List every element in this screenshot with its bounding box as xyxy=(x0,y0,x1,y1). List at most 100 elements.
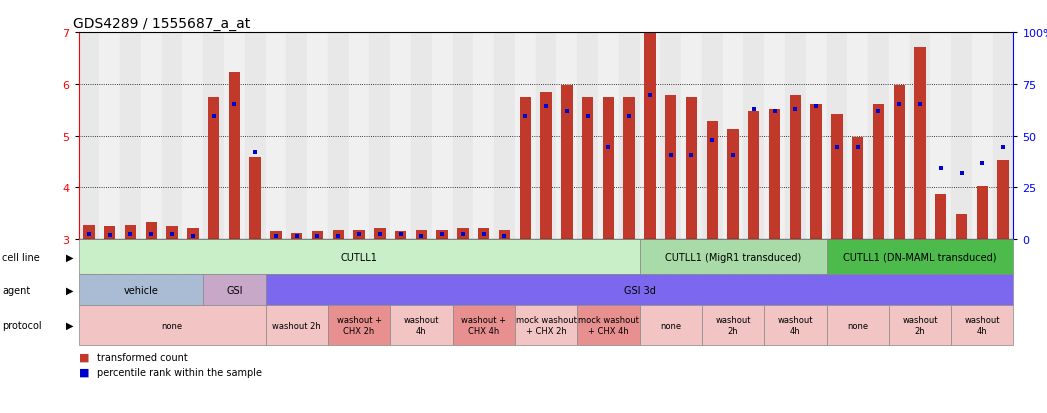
Text: none: none xyxy=(847,321,868,330)
Bar xyxy=(270,232,282,240)
Bar xyxy=(665,96,676,240)
Text: none: none xyxy=(161,321,182,330)
Bar xyxy=(411,33,431,240)
Text: mock washout
+ CHX 4h: mock washout + CHX 4h xyxy=(578,316,639,335)
Bar xyxy=(333,230,344,240)
Bar xyxy=(707,122,718,240)
Bar xyxy=(935,194,946,240)
Bar xyxy=(104,227,115,240)
Bar xyxy=(748,112,759,240)
Bar xyxy=(478,228,489,240)
Bar xyxy=(701,33,722,240)
Bar xyxy=(728,130,739,240)
Bar xyxy=(603,97,614,240)
Text: CUTLL1 (MigR1 transduced): CUTLL1 (MigR1 transduced) xyxy=(665,252,801,262)
Bar xyxy=(764,33,785,240)
Bar xyxy=(120,33,141,240)
Text: washout
4h: washout 4h xyxy=(403,316,439,335)
Bar xyxy=(661,33,681,240)
Bar xyxy=(307,33,328,240)
Text: washout 2h: washout 2h xyxy=(272,321,321,330)
Bar xyxy=(83,225,94,240)
Bar xyxy=(931,33,951,240)
Text: percentile rank within the sample: percentile rank within the sample xyxy=(97,367,263,377)
Text: ▶: ▶ xyxy=(66,252,73,262)
Bar xyxy=(868,33,889,240)
Text: agent: agent xyxy=(2,285,30,295)
Bar xyxy=(956,215,967,240)
Bar xyxy=(494,33,515,240)
Bar xyxy=(847,33,868,240)
Bar xyxy=(831,114,843,240)
Text: ■: ■ xyxy=(79,352,89,362)
Bar xyxy=(458,228,469,240)
Bar xyxy=(889,33,910,240)
Bar xyxy=(452,33,473,240)
Text: CUTLL1: CUTLL1 xyxy=(340,252,378,262)
Bar xyxy=(972,33,993,240)
Bar xyxy=(473,33,494,240)
Bar xyxy=(577,33,598,240)
Bar xyxy=(370,33,391,240)
Bar xyxy=(561,86,573,240)
Text: cell line: cell line xyxy=(2,252,40,262)
Bar xyxy=(977,187,988,240)
Bar xyxy=(785,33,806,240)
Bar xyxy=(556,33,577,240)
Bar xyxy=(125,225,136,240)
Bar xyxy=(286,33,307,240)
Text: washout
2h: washout 2h xyxy=(903,316,938,335)
Bar xyxy=(873,104,884,240)
Bar xyxy=(644,33,655,240)
Bar xyxy=(686,97,697,240)
Bar xyxy=(431,33,452,240)
Bar xyxy=(374,228,385,240)
Text: washout
4h: washout 4h xyxy=(778,316,814,335)
Text: vehicle: vehicle xyxy=(124,285,158,295)
Text: GDS4289 / 1555687_a_at: GDS4289 / 1555687_a_at xyxy=(73,17,250,31)
Bar xyxy=(951,33,972,240)
Bar xyxy=(182,33,203,240)
Bar xyxy=(312,232,324,240)
Bar xyxy=(224,33,245,240)
Bar xyxy=(914,47,926,240)
Text: washout +
CHX 4h: washout + CHX 4h xyxy=(461,316,506,335)
Text: GSI 3d: GSI 3d xyxy=(624,285,655,295)
Bar xyxy=(291,233,303,240)
Text: ▶: ▶ xyxy=(66,285,73,295)
Text: GSI: GSI xyxy=(226,285,243,295)
Bar xyxy=(536,33,556,240)
Bar xyxy=(187,228,199,240)
Bar xyxy=(245,33,266,240)
Bar xyxy=(99,33,120,240)
Bar xyxy=(640,33,661,240)
Bar xyxy=(391,33,411,240)
Bar xyxy=(582,97,594,240)
Text: protocol: protocol xyxy=(2,320,42,330)
Bar xyxy=(437,230,448,240)
Text: washout +
CHX 2h: washout + CHX 2h xyxy=(336,316,381,335)
Text: ■: ■ xyxy=(79,367,89,377)
Bar xyxy=(998,161,1009,240)
Bar xyxy=(768,109,780,240)
Bar xyxy=(619,33,640,240)
Bar xyxy=(146,223,157,240)
Bar xyxy=(353,230,364,240)
Bar xyxy=(416,230,427,240)
Bar xyxy=(598,33,619,240)
Bar xyxy=(228,74,240,240)
Bar xyxy=(826,33,847,240)
Bar xyxy=(166,227,178,240)
Bar xyxy=(852,137,864,240)
Bar xyxy=(910,33,931,240)
Bar xyxy=(141,33,161,240)
Bar xyxy=(203,33,224,240)
Text: CUTLL1 (DN-MAML transduced): CUTLL1 (DN-MAML transduced) xyxy=(843,252,997,262)
Bar xyxy=(79,33,99,240)
Text: transformed count: transformed count xyxy=(97,352,188,362)
Bar xyxy=(722,33,743,240)
Bar xyxy=(623,97,634,240)
Bar xyxy=(208,97,219,240)
Bar xyxy=(743,33,764,240)
Bar xyxy=(806,33,826,240)
